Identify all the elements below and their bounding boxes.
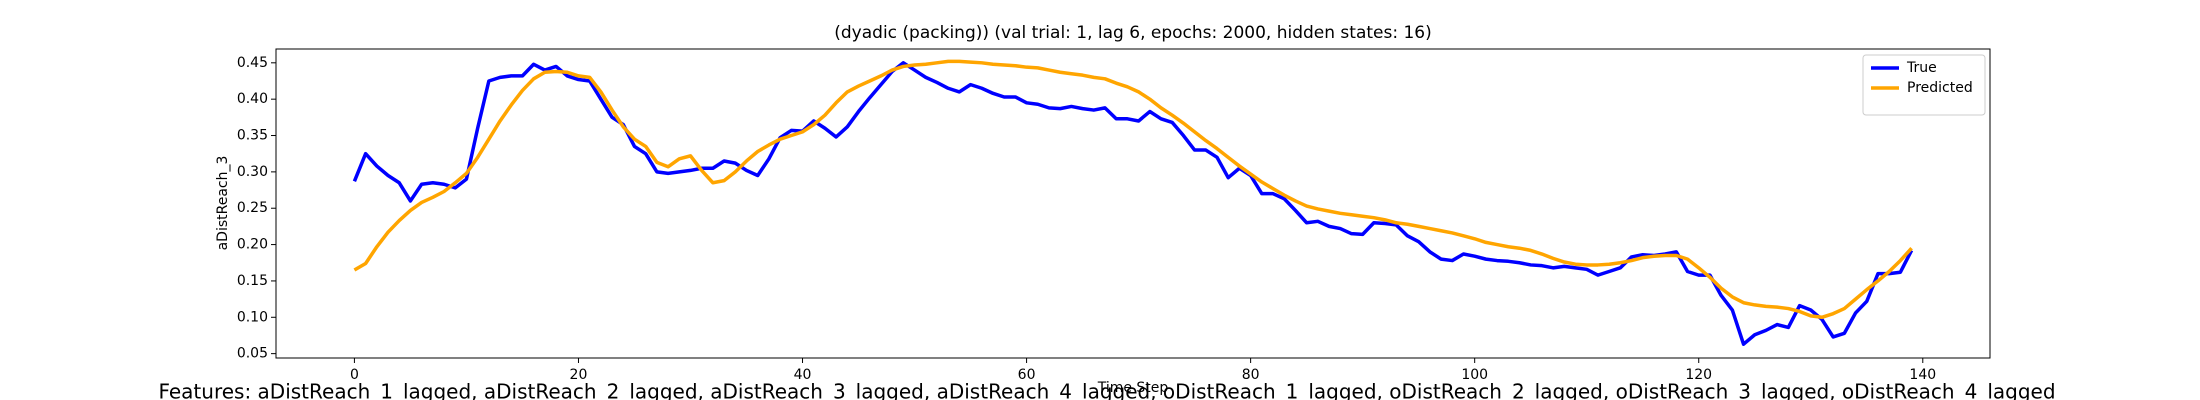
x-tick-label: 80 — [1242, 367, 1260, 383]
y-tick-label: 0.05 — [237, 346, 268, 362]
x-tick-label: 140 — [1909, 367, 1936, 383]
chart-title: (dyadic (packing)) (val trial: 1, lag 6,… — [834, 23, 1432, 43]
legend-label: True — [1906, 60, 1937, 76]
x-tick-label: 60 — [1018, 367, 1036, 383]
y-tick-label: 0.40 — [237, 91, 268, 107]
y-tick-label: 0.15 — [237, 273, 268, 289]
series-line — [353, 59, 1913, 320]
x-axis-label: Time Step — [1097, 380, 1169, 396]
y-tick-label: 0.10 — [237, 309, 268, 325]
legend-box — [1862, 54, 1986, 116]
x-tick-label: 40 — [794, 367, 812, 383]
legend-label: Predicted — [1907, 80, 1973, 96]
y-tick-label: 0.35 — [237, 128, 268, 144]
series-line — [352, 61, 1914, 346]
x-tick-label: 0 — [350, 367, 359, 383]
features-caption: Features: aDistReach_1_lagged, aDistReac… — [158, 380, 2055, 400]
x-tick-label: 100 — [1461, 367, 1488, 383]
x-tick-label: 120 — [1685, 367, 1712, 383]
y-tick-label: 0.45 — [237, 55, 268, 71]
y-tick-label: 0.30 — [237, 164, 268, 180]
y-tick-label: 0.20 — [237, 237, 268, 253]
plot-frame — [275, 48, 1991, 359]
x-tick-label: 20 — [570, 367, 588, 383]
y-axis-label: aDistReach_3 — [215, 156, 231, 251]
y-tick-label: 0.25 — [237, 200, 268, 216]
